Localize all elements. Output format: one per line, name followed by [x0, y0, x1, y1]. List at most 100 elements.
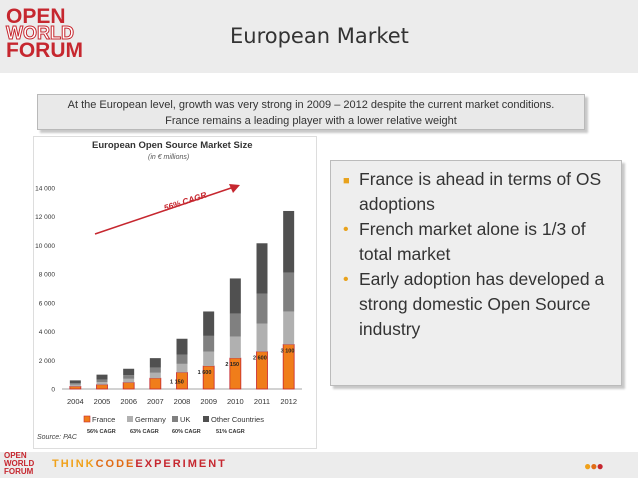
y-tick-label: 4 000 — [39, 329, 56, 336]
x-tick-label: 2010 — [227, 397, 244, 406]
y-tick-label: 0 — [51, 387, 55, 394]
bar-segment-uk — [283, 272, 295, 312]
cagr-annotation: 56% CAGR — [163, 189, 209, 212]
logo-line-forum: FORUM — [6, 39, 83, 62]
open-world-forum-logo: OPEN WORLD FORUM — [6, 5, 84, 62]
y-tick-label: 12 000 — [35, 214, 55, 221]
legend-swatch — [203, 416, 209, 422]
legend-cagr-label: 60% CAGR — [172, 429, 201, 435]
bar-segment-other-countries — [123, 368, 135, 376]
y-tick-label: 8 000 — [39, 272, 56, 279]
bullet-text: France is ahead in terms of OS adoptions — [359, 169, 602, 214]
bar-segment-france — [69, 386, 82, 390]
legend-cagr-label: 63% CAGR — [130, 429, 159, 435]
bar-segment-other-countries — [69, 380, 81, 384]
bullet-item: • Early adoption has developed a strong d… — [343, 267, 613, 342]
x-tick-label: 2012 — [280, 397, 297, 406]
bullet-text: French market alone is 1/3 of total mark… — [359, 219, 586, 264]
y-tick-label: 14 000 — [35, 186, 55, 193]
chart-frame — [33, 136, 317, 449]
bullet-item: ■ France is ahead in terms of OS adoption… — [343, 167, 613, 217]
bar-segment-uk — [229, 313, 241, 337]
footer-tagline: THINKCODEEXPERIMENT — [52, 458, 227, 470]
legend-swatch — [83, 415, 91, 423]
bar-segment-other-countries — [229, 278, 241, 314]
bar-segment-germany — [176, 363, 188, 373]
legend-cagr-label: 51% CAGR — [216, 429, 245, 435]
y-tick-label: 2 000 — [39, 358, 56, 365]
x-tick-label: 2011 — [254, 397, 270, 406]
footer-logo: OPEN WORLD FORUM — [4, 452, 34, 476]
footer-logo-world: WORLD — [4, 459, 35, 468]
bullet-text: Early adoption has developed a strong do… — [359, 269, 605, 339]
slide-title: European Market — [230, 24, 409, 48]
tagline-experiment: EXPERIMENT — [135, 458, 227, 470]
legend-swatch — [172, 416, 178, 422]
bar-segment-germany — [256, 323, 268, 352]
chart-source: Source: PAC — [37, 434, 77, 441]
legend-swatch — [127, 416, 133, 422]
tagline-think: THINK — [52, 458, 96, 470]
legend-label: UK — [180, 415, 190, 424]
x-tick-label: 2005 — [94, 397, 111, 406]
bar-segment-uk — [69, 383, 81, 385]
chart-title: European Open Source Market Size — [92, 140, 253, 151]
bar-segment-other-countries — [256, 243, 268, 294]
footer-dots-icon: ●●● — [584, 459, 604, 473]
footer-logo-forum: FORUM — [4, 467, 34, 476]
bar-segment-uk — [96, 379, 108, 383]
y-tick-label: 10 000 — [35, 243, 55, 250]
bullet-marker-icon: ■ — [343, 175, 350, 187]
bar-segment-germany — [69, 384, 81, 387]
logo-line-world: WORLD — [6, 23, 75, 43]
bar-segment-germany — [123, 378, 135, 383]
bullet-box: ■ France is ahead in terms of OS adoption… — [330, 160, 622, 386]
bar-segment-germany — [283, 311, 295, 345]
logo-line-open: OPEN — [6, 5, 66, 28]
cagr-arrow-head-icon — [229, 184, 240, 193]
data-label: 3 100 — [281, 348, 295, 354]
x-tick-label: 2008 — [174, 397, 191, 406]
bar-segment-other-countries — [96, 374, 108, 380]
x-tick-label: 2007 — [147, 397, 164, 406]
y-tick-label: 6 000 — [39, 300, 56, 307]
footer-logo-open: OPEN — [4, 451, 27, 460]
bar-segment-uk — [176, 354, 188, 364]
header-bar — [0, 0, 638, 73]
bar-segment-other-countries — [283, 210, 295, 273]
tagline-code: CODE — [95, 458, 136, 470]
data-label: 1 150 — [170, 379, 184, 385]
footer-bar — [0, 452, 638, 478]
legend-label: Other Countries — [211, 415, 264, 424]
bar-segment-germany — [203, 351, 215, 367]
subtitle-line-2: France remains a leading player with a l… — [165, 115, 457, 127]
bar-segment-france — [149, 377, 162, 390]
x-tick-label: 2006 — [120, 397, 137, 406]
bar-segment-uk — [149, 367, 161, 373]
legend-label: Germany — [135, 415, 166, 424]
subtitle-box: At the European level, growth was very s… — [37, 94, 585, 130]
bar-segment-germany — [229, 336, 241, 359]
data-label: 1 600 — [198, 370, 212, 376]
bar-segment-france — [122, 382, 135, 390]
bullet-marker-icon: • — [343, 271, 349, 288]
bar-segment-france — [96, 384, 108, 390]
cagr-arrow-line — [94, 186, 235, 235]
legend-label: France — [92, 415, 115, 424]
x-tick-label: 2009 — [200, 397, 217, 406]
x-tick-label: 2004 — [67, 397, 84, 406]
bullet-item: • French market alone is 1/3 of total mar… — [343, 217, 613, 267]
subtitle-line-1: At the European level, growth was very s… — [67, 99, 555, 111]
bullet-list: ■ France is ahead in terms of OS adoption… — [331, 161, 621, 342]
bar-segment-uk — [203, 335, 215, 352]
legend-cagr-label: 56% CAGR — [87, 429, 116, 435]
chart-subtitle: (in € millions) — [148, 154, 190, 161]
bar-segment-other-countries — [203, 311, 215, 336]
bar-segment-other-countries — [149, 358, 161, 368]
data-label: 2 600 — [253, 356, 267, 362]
bullet-marker-icon: • — [343, 221, 349, 238]
bar-segment-uk — [123, 375, 135, 379]
bar-segment-other-countries — [176, 338, 188, 355]
bar-segment-germany — [96, 382, 108, 385]
